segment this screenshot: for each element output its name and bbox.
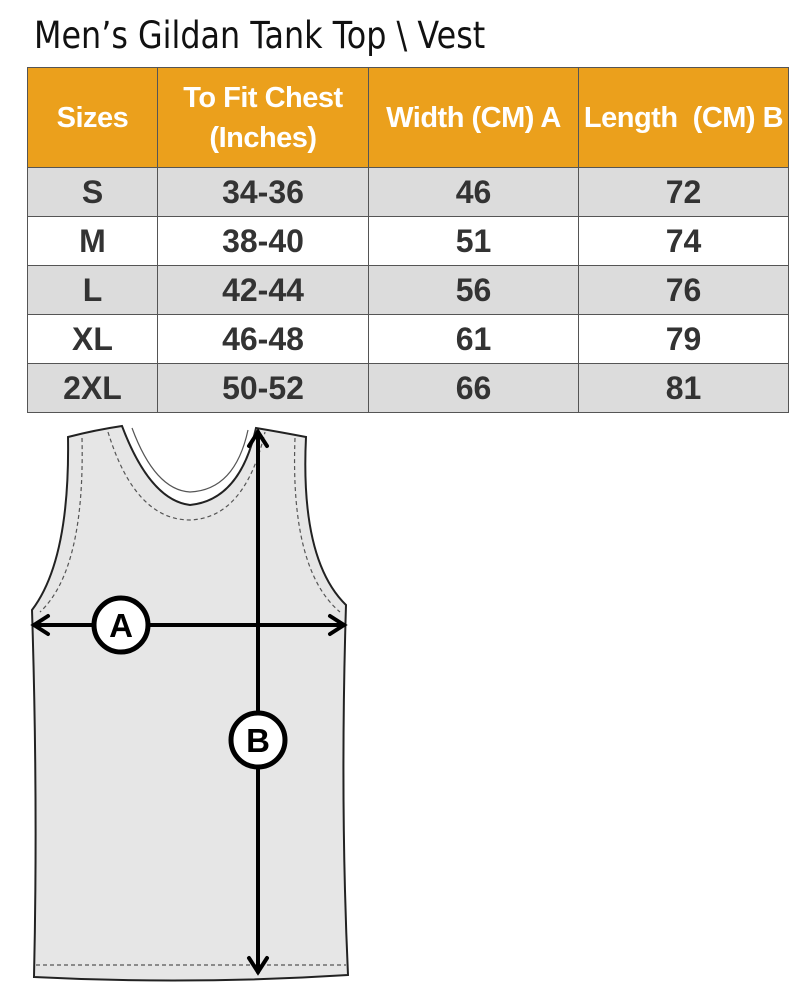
header-chest-label: To Fit Chest (Inches) — [183, 81, 343, 154]
tank-top-outline — [30, 424, 350, 982]
label-a: A — [109, 607, 133, 644]
cell-width: 51 — [368, 216, 579, 266]
cell-length: 81 — [578, 363, 789, 413]
header-length: Length (CM) B — [578, 67, 789, 168]
size-chart-table: Sizes To Fit Chest (Inches) Width (CM) A… — [27, 67, 789, 413]
header-width: Width (CM) A — [368, 67, 579, 168]
label-a-badge: A — [91, 595, 151, 655]
table-row: M 38-40 51 74 — [27, 216, 789, 266]
header-length-label: Length (CM) B — [583, 101, 784, 134]
table-row: XL 46-48 61 79 — [27, 314, 789, 364]
cell-length: 79 — [578, 314, 789, 364]
cell-size: M — [27, 216, 158, 266]
cell-length: 72 — [578, 167, 789, 217]
cell-length: 74 — [578, 216, 789, 266]
header-chest: To Fit Chest (Inches) — [157, 67, 369, 168]
label-b: B — [246, 722, 270, 759]
cell-chest: 34-36 — [157, 167, 369, 217]
table-row: S 34-36 46 72 — [27, 167, 789, 217]
page-title: Men’s Gildan Tank Top \ Vest — [34, 14, 486, 57]
cell-chest: 50-52 — [157, 363, 369, 413]
table-row: 2XL 50-52 66 81 — [27, 363, 789, 413]
cell-chest: 42-44 — [157, 265, 369, 315]
cell-size: 2XL — [27, 363, 158, 413]
cell-size: S — [27, 167, 158, 217]
cell-width: 66 — [368, 363, 579, 413]
table-header-row: Sizes To Fit Chest (Inches) Width (CM) A… — [27, 67, 789, 168]
header-sizes: Sizes — [27, 67, 158, 168]
cell-size: XL — [27, 314, 158, 364]
cell-chest: 38-40 — [157, 216, 369, 266]
cell-size: L — [27, 265, 158, 315]
label-b-badge: B — [228, 710, 288, 770]
cell-width: 56 — [368, 265, 579, 315]
table-row: L 42-44 56 76 — [27, 265, 789, 315]
cell-length: 76 — [578, 265, 789, 315]
cell-width: 46 — [368, 167, 579, 217]
